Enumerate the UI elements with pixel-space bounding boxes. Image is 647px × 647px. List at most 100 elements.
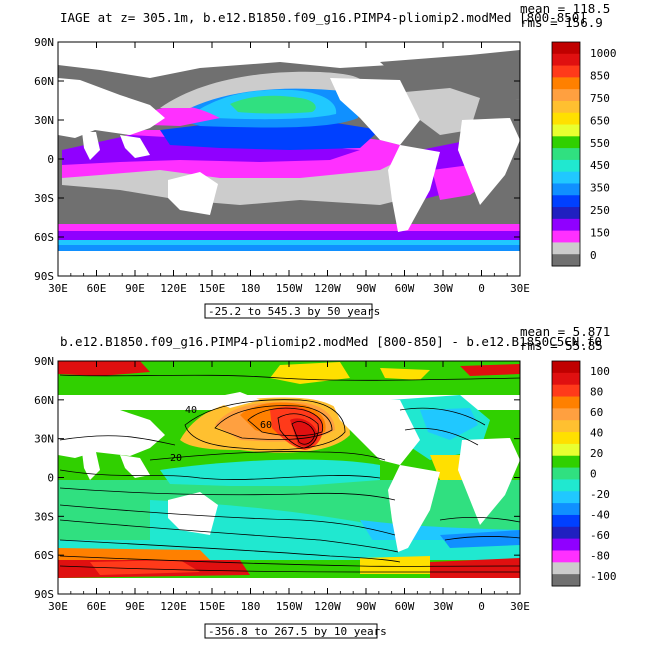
y-tick-label: 60S xyxy=(34,231,54,244)
colorbar-label: 0 xyxy=(590,249,597,262)
x-tick-label: 0 xyxy=(478,282,485,295)
colorbar-swatch xyxy=(552,455,580,469)
panel-2-range: -356.8 to 267.5 by 10 years xyxy=(208,625,387,638)
colorbar-swatch xyxy=(552,408,580,421)
colorbar-label: 1000 xyxy=(590,47,617,60)
colorbar-swatch xyxy=(552,538,580,551)
y-tick-label: 90S xyxy=(34,588,54,601)
x-tick-label: 90E xyxy=(125,282,145,295)
colorbar-swatch xyxy=(552,432,580,445)
colorbar-label: 60 xyxy=(590,406,603,419)
colorbar-swatch xyxy=(552,574,580,587)
colorbar-swatch xyxy=(552,372,580,386)
panel-2-colorbar: 100 80 60 40 20 0 -20 -40 -60 -80 -100 xyxy=(551,360,617,587)
colorbar-label: 250 xyxy=(590,204,610,217)
colorbar-swatch xyxy=(552,124,580,137)
colorbar-label: -60 xyxy=(590,529,610,542)
colorbar-label: 850 xyxy=(590,70,610,83)
colorbar-swatch xyxy=(552,218,580,232)
colorbar-swatch xyxy=(552,100,580,114)
colorbar-swatch xyxy=(552,550,580,563)
colorbar-swatch xyxy=(552,148,580,161)
x-tick-label: 0 xyxy=(478,600,485,613)
colorbar-swatch xyxy=(552,443,580,457)
colorbar-label: 40 xyxy=(590,427,603,440)
y-tick-label: 60N xyxy=(34,75,54,88)
y-tick-label: 60S xyxy=(34,549,54,562)
panel-1-rms: rms = 156.9 xyxy=(520,15,603,30)
panel-2-map: 40 60 20 xyxy=(58,361,520,594)
x-tick-label: 30W xyxy=(433,600,453,613)
colorbar-label: 650 xyxy=(590,114,610,127)
y-tick-label: 30N xyxy=(34,433,54,446)
y-tick-label: 0 xyxy=(47,153,54,166)
y-tick-label: 90N xyxy=(34,36,54,49)
colorbar-label: 550 xyxy=(590,137,610,150)
panel-2-range-box xyxy=(204,623,378,639)
colorbar-swatch xyxy=(552,65,580,78)
colorbar-swatch xyxy=(552,230,580,243)
panel-1-xaxis: 30E 60E 90E 120E 150E 180 150W 120W 90W 60W 30W 0 30… xyxy=(48,42,530,295)
panel-1-range-box xyxy=(204,303,373,319)
colorbar-label: 100 xyxy=(590,365,610,378)
panel-1-title: IAGE at z= 305.1m, b.e12.B1850.f09_g16.P… xyxy=(60,10,587,25)
colorbar-swatch xyxy=(552,503,580,516)
colorbar-frame xyxy=(551,41,581,267)
y-tick-label: 60N xyxy=(34,394,54,407)
colorbar-label: 0 xyxy=(590,468,597,481)
panel-1-yaxis: 90N 60N 30N 0 30S 60S 90S xyxy=(34,36,520,283)
colorbar-label: 350 xyxy=(590,182,610,195)
y-tick-label: 30S xyxy=(34,510,54,523)
x-tick-label: 60W xyxy=(395,600,415,613)
colorbar-swatch xyxy=(552,89,580,102)
colorbar-swatch xyxy=(552,159,580,173)
y-tick-label: 0 xyxy=(47,472,54,485)
colorbar-label: 80 xyxy=(590,386,603,399)
x-tick-label: 120W xyxy=(314,282,341,295)
panel-1-map xyxy=(58,42,520,276)
x-tick-label: 120E xyxy=(160,600,187,613)
panel-2-rms: rms = 55.85 xyxy=(520,338,603,353)
colorbar-swatch xyxy=(552,242,580,255)
y-tick-label: 30N xyxy=(34,114,54,127)
x-tick-label: 30E xyxy=(510,282,530,295)
x-tick-label: 120E xyxy=(160,282,187,295)
colorbar-swatch xyxy=(552,514,580,528)
colorbar-frame xyxy=(551,360,581,587)
x-tick-label: 60W xyxy=(395,282,415,295)
colorbar-swatch xyxy=(552,396,580,409)
colorbar-label: -80 xyxy=(590,549,610,562)
x-tick-label: 150E xyxy=(199,282,226,295)
x-tick-label: 150W xyxy=(276,600,303,613)
colorbar-swatch xyxy=(552,171,580,184)
panel-1-colorbar: 1000 850 750 650 550 450 350 250 150 0 xyxy=(551,41,617,267)
colorbar-swatch xyxy=(552,42,580,55)
x-tick-label: 180 xyxy=(241,282,261,295)
x-tick-label: 150W xyxy=(276,282,303,295)
x-tick-label: 120W xyxy=(314,600,341,613)
colorbar-label: 20 xyxy=(590,447,603,460)
colorbar-label: -40 xyxy=(590,508,610,521)
colorbar-label: 750 xyxy=(590,92,610,105)
colorbar-swatch xyxy=(552,207,580,220)
x-tick-label: 60E xyxy=(87,282,107,295)
colorbar-swatch xyxy=(552,479,580,492)
panel-2-title: b.e12.B1850.f09_g16.PIMP4-pliomip2.modMe… xyxy=(60,334,602,349)
colorbar-swatch xyxy=(552,420,580,433)
colorbar-swatch xyxy=(552,384,580,398)
colorbar-label: 450 xyxy=(590,159,610,172)
x-tick-label: 60E xyxy=(87,600,107,613)
colorbar-swatch xyxy=(552,136,580,149)
panel-2-yaxis: 90N 60N 30N 0 30S 60S 90S xyxy=(34,355,520,601)
colorbar-swatch xyxy=(552,467,580,480)
contour-label: 60 xyxy=(260,420,272,431)
colorbar-swatch xyxy=(552,53,580,67)
y-tick-label: 30S xyxy=(34,192,54,205)
contour-label: 40 xyxy=(185,405,197,416)
x-tick-label: 90E xyxy=(125,600,145,613)
panel-1-range: -25.2 to 545.3 by 50 years xyxy=(208,305,380,318)
x-tick-label: 30E xyxy=(48,600,68,613)
y-tick-label: 90S xyxy=(34,270,54,283)
colorbar-label: -20 xyxy=(590,488,610,501)
